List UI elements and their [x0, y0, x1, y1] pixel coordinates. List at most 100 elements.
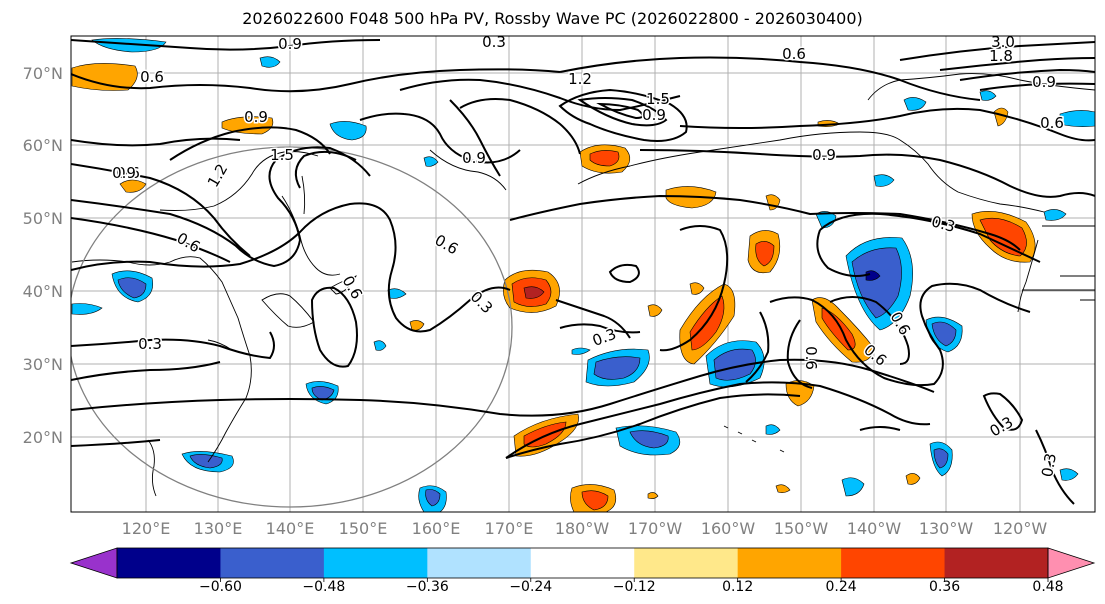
- gridlines: [71, 36, 1095, 512]
- contour-label: 0.9: [244, 108, 268, 126]
- lat-label: 20°N: [23, 428, 63, 447]
- positive-anomaly: [589, 150, 620, 167]
- negative-anomaly: [851, 247, 902, 319]
- contour-label: 0.3: [482, 33, 506, 51]
- contour-label: 0.6: [116, 164, 140, 182]
- contour-label: 0.6: [782, 45, 806, 63]
- colorbar-segment: [944, 548, 1049, 578]
- colorbar-segment: [737, 548, 842, 578]
- positive-anomaly: [775, 484, 791, 493]
- negative-anomaly: [933, 448, 949, 469]
- contour-label: 0.9: [812, 146, 836, 164]
- negative-anomaly: [311, 386, 335, 401]
- negative-anomaly: [873, 174, 895, 187]
- lon-label: 160°E: [412, 519, 461, 538]
- colorbar-extend-low: [69, 547, 118, 579]
- colorbar-tick-label: 0.12: [722, 579, 753, 595]
- colorbar-tick-label: −0.60: [199, 579, 242, 595]
- negative-anomaly: [765, 424, 781, 435]
- map-panel: 0.9 0.30.60.90.63.01.81.21.50.90.61.21.50…: [70, 33, 1096, 513]
- lon-label: 170°E: [485, 519, 534, 538]
- contour-label: 1.2: [568, 70, 592, 88]
- colorbar-tick-label: −0.48: [302, 579, 345, 595]
- contour-label: 0.9: [462, 149, 486, 167]
- positive-anomaly: [647, 492, 659, 499]
- contour-label: 0.6: [802, 346, 820, 370]
- lon-label: 160°W: [701, 519, 756, 538]
- colorbar-segment: [634, 548, 739, 578]
- contour-label: 1.5: [270, 146, 294, 164]
- contour-label: 0.9: [1032, 73, 1056, 91]
- contour-label: 1.5: [646, 90, 670, 108]
- contour-label: 0.9: [278, 35, 302, 53]
- positive-anomaly: [689, 282, 705, 295]
- negative-anomaly: [1043, 209, 1067, 221]
- negative-anomaly: [425, 489, 441, 507]
- contour-label: 0.6: [140, 68, 164, 86]
- lat-label: 70°N: [23, 64, 63, 83]
- negative-anomaly: [629, 430, 669, 449]
- negative-anomaly: [841, 477, 865, 497]
- negative-anomaly: [117, 277, 147, 299]
- lat-label: 60°N: [23, 136, 63, 155]
- lat-label: 30°N: [23, 355, 63, 374]
- reference-circle: [71, 146, 513, 508]
- colorbar-tick-label: −0.36: [406, 579, 449, 595]
- negative-anomaly: [329, 121, 367, 141]
- positive-anomaly: [905, 473, 921, 485]
- lon-label: 180°W: [555, 519, 610, 538]
- contour-label: 3.0: [991, 33, 1015, 51]
- lon-label: 130°W: [919, 519, 974, 538]
- lat-label: 50°N: [23, 209, 63, 228]
- negative-anomaly: [1059, 468, 1079, 481]
- lon-label: 150°W: [774, 519, 829, 538]
- colorbar-segment: [117, 548, 221, 578]
- positive-anomaly: [821, 307, 856, 351]
- positive-anomaly: [581, 490, 609, 511]
- negative-anomaly: [979, 90, 997, 101]
- lon-label: 130°E: [194, 519, 243, 538]
- positive-anomaly: [119, 179, 147, 193]
- negative-anomaly: [815, 211, 837, 229]
- lon-label: 140°W: [847, 519, 902, 538]
- colorbar-segment: [220, 548, 325, 578]
- colorbar-tick-label: 0.24: [826, 579, 857, 595]
- colorbar-tick-label: 0.48: [1032, 579, 1063, 595]
- lon-label: 120°W: [993, 519, 1048, 538]
- contour-label: 0.3: [138, 335, 162, 353]
- negative-anomaly: [71, 303, 103, 315]
- colorbar-tick-label: 0.36: [929, 579, 960, 595]
- positive-anomaly: [523, 286, 545, 299]
- colorbar-segment: [427, 548, 532, 578]
- lon-label: 170°W: [628, 519, 683, 538]
- colorbar-tick-labels: −0.60 −0.48 −0.36 −0.24 −0.12 0.12 0.24 0.36 0.4…: [199, 578, 1064, 595]
- colorbar: [69, 547, 1096, 579]
- colorbar-segment: [323, 548, 428, 578]
- negative-anomaly: [423, 156, 439, 167]
- negative-anomaly: [259, 56, 281, 68]
- colorbar-extend-high: [1047, 547, 1096, 579]
- latitude-labels: 70°N 60°N 50°N 40°N 30°N 20°N: [23, 64, 63, 447]
- map-border: [70, 35, 1096, 513]
- map-background: [71, 36, 1095, 512]
- lat-label: 40°N: [23, 282, 63, 301]
- map-title: 2026022600 F048 500 hPa PV, Rossby Wave …: [242, 9, 863, 28]
- colorbar-tick-label: −0.24: [509, 579, 552, 595]
- colorbar-segment: [841, 548, 946, 578]
- pv-anomaly-shading: [71, 38, 1095, 512]
- contour-label: 1.8: [989, 47, 1013, 65]
- contour-label: 0.9: [112, 164, 136, 182]
- colorbar-segment: [530, 548, 635, 578]
- longitude-labels: 120°E 130°E 140°E 150°E 160°E 170°E 180°…: [122, 519, 1048, 538]
- lon-label: 120°E: [122, 519, 171, 538]
- positive-anomaly: [755, 241, 775, 267]
- negative-anomaly: [571, 347, 591, 355]
- positive-anomaly: [993, 107, 1009, 127]
- colorbar-tick-label: −0.12: [613, 579, 656, 595]
- negative-anomaly: [931, 321, 957, 347]
- pv-contours: [71, 39, 1095, 505]
- contour-label: 0.6: [1040, 114, 1064, 132]
- negative-anomaly: [189, 454, 223, 469]
- contour-labels: 0.9 0.30.60.90.63.01.81.21.50.90.61.21.50…: [111, 33, 1066, 480]
